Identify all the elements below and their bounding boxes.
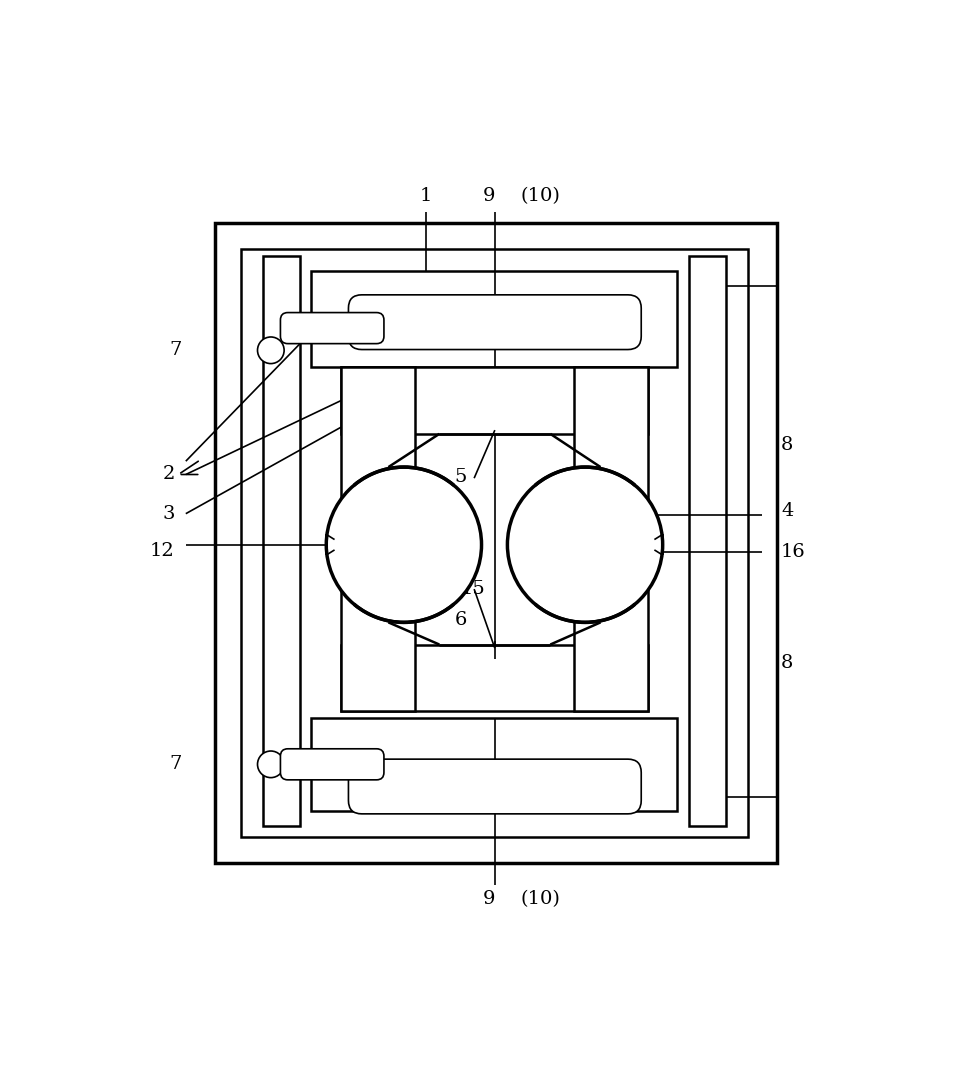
Text: 8: 8: [781, 654, 793, 672]
Text: 1: 1: [419, 187, 432, 204]
FancyBboxPatch shape: [348, 759, 640, 813]
Bar: [341, 367, 647, 433]
Text: 5: 5: [455, 468, 467, 485]
Bar: [574, 367, 647, 711]
Text: 9: 9: [482, 891, 495, 908]
Text: 12: 12: [150, 542, 174, 559]
Text: 4: 4: [781, 503, 793, 520]
Text: 7: 7: [170, 756, 182, 773]
Bar: [341, 367, 415, 711]
Text: 7: 7: [170, 341, 182, 359]
Text: 9: 9: [482, 187, 495, 204]
Text: 6: 6: [455, 611, 467, 629]
Bar: [311, 272, 677, 367]
Bar: [688, 256, 725, 825]
Text: 15: 15: [460, 580, 485, 598]
Text: 8: 8: [781, 435, 793, 454]
FancyBboxPatch shape: [280, 313, 383, 343]
Circle shape: [257, 337, 284, 364]
Text: 2: 2: [162, 466, 174, 483]
FancyBboxPatch shape: [348, 294, 640, 350]
Text: (10): (10): [520, 187, 560, 204]
Text: (10): (10): [520, 891, 560, 908]
Bar: [263, 256, 300, 825]
FancyBboxPatch shape: [280, 748, 383, 780]
Bar: [241, 249, 747, 837]
Text: 3: 3: [162, 505, 174, 522]
Circle shape: [326, 467, 481, 622]
Circle shape: [507, 467, 662, 622]
Bar: [215, 223, 777, 862]
Circle shape: [257, 752, 284, 778]
Text: 16: 16: [781, 543, 805, 561]
Bar: [341, 645, 647, 711]
Bar: [311, 719, 677, 811]
